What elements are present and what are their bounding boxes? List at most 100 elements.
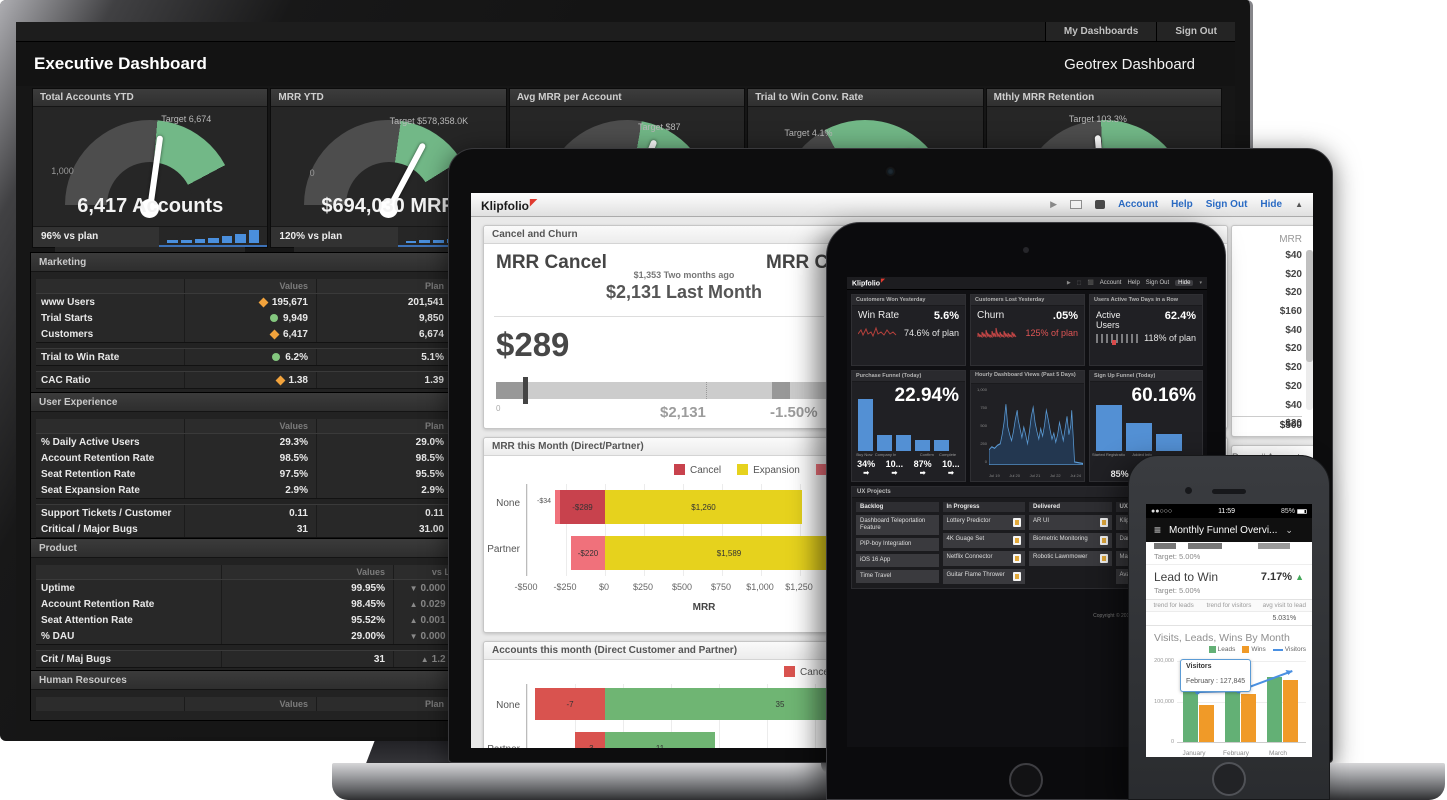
mrr-value: $40 [1285, 324, 1302, 336]
chevron-down-icon[interactable]: ⌄ [1285, 524, 1293, 535]
bullet-target-line [706, 382, 707, 399]
kanban-card[interactable]: Netflix Connector [942, 551, 1025, 566]
card-badge-icon [1013, 518, 1021, 527]
col-trend-leads: trend for leads [1153, 602, 1194, 609]
kanban-card[interactable]: AR UI [1029, 515, 1112, 530]
kanban-card[interactable]: 4K Guage Set [942, 533, 1025, 548]
hamburger-icon[interactable]: ≡ [1154, 523, 1162, 537]
legend-wins: Wins [1242, 646, 1266, 653]
phone-camera [1185, 487, 1192, 494]
presentation-icon[interactable]: ⬚ [1076, 280, 1082, 286]
triangle-up-icon: ▲ [1295, 572, 1304, 582]
chart-title: Visits, Leads, Wins By Month [1154, 632, 1290, 644]
phone-status-bar: ●●○○○ 11:59 85% [1146, 504, 1312, 518]
caret-up-icon[interactable]: ▲ [1295, 200, 1303, 209]
row-value: 31 [184, 521, 316, 537]
hide-button[interactable]: Hide [1175, 280, 1194, 286]
help-link[interactable]: Help [1171, 199, 1193, 210]
play-icon[interactable]: ▶ [1050, 199, 1058, 209]
clipped-row [1154, 543, 1304, 549]
account-link[interactable]: Account [1099, 280, 1122, 286]
kanban-card[interactable]: Biometric Monitoring [1029, 533, 1112, 548]
col-values: Values [184, 419, 316, 433]
row-label: Account Retention Rate [41, 598, 155, 610]
sign-out-menu[interactable]: Sign Out [1156, 22, 1235, 41]
kanban-card[interactable]: Guitar Flame Thrower [942, 569, 1025, 584]
kanban-card[interactable]: Dashboard Teleportation Feature [856, 515, 939, 535]
klip-hourly-dashboard-views: Hourly Dashboard Views (Past 5 Days) 1,0… [970, 370, 1085, 482]
vs-plan-label: 96% vs plan [33, 227, 160, 247]
chart-legend: Leads Wins Visitors [1146, 646, 1312, 653]
gauge-value: $694,030 MRR [321, 195, 456, 217]
category-label: None [496, 498, 520, 509]
x-tick: $1,250 [785, 582, 813, 592]
window-icon[interactable]: ⬛ [1087, 280, 1094, 286]
row-label: CAC Ratio [41, 374, 91, 386]
row-value: 2.9% [184, 482, 316, 498]
x-tick: $750 [710, 582, 732, 592]
row-plan: 6,674 [316, 326, 452, 342]
row-value: 195,671 [184, 294, 316, 310]
row-value: 97.5% [184, 466, 316, 482]
column-header: In Progress [942, 502, 1025, 512]
kanban-card[interactable]: PIP-boy Integration [856, 538, 939, 551]
hide-link[interactable]: Hide [1260, 199, 1283, 210]
area-chart [989, 404, 1083, 465]
gauge-pivot [140, 199, 160, 218]
plan-label: 125% of plan [1025, 328, 1078, 338]
sign-out-link[interactable]: Sign Out [1205, 199, 1248, 210]
row-value: 9,949 [184, 310, 316, 326]
play-icon[interactable]: ▶ [1066, 280, 1071, 286]
last-month-value: $2,131 Last Month [605, 282, 763, 302]
table-group: CAC Ratio 1.38 1.39 [36, 371, 452, 389]
klip-title: Customers Lost Yesterday [971, 295, 1084, 306]
circle-status-icon [272, 353, 281, 361]
presentation-icon[interactable] [1070, 200, 1083, 209]
funnel-bars [858, 399, 949, 451]
bar-chart: 200,000 100,000 0 [1150, 655, 1308, 757]
caret-down-icon[interactable]: ▾ [1199, 280, 1202, 286]
bar-group-january [1183, 691, 1214, 742]
table-row: Trial Starts 9,949 9,850 [36, 310, 452, 326]
my-dashboards-menu[interactable]: My Dashboards [1044, 22, 1157, 41]
row-label: % Daily Active Users [41, 436, 140, 448]
row-label: Trial to Win Rate [41, 351, 120, 363]
kanban-card[interactable]: Time Travel [856, 570, 939, 583]
metric-label: Lead to Win [1154, 570, 1219, 584]
row-plan: 29.0% [316, 434, 452, 450]
clock: 11:59 [1218, 507, 1236, 515]
col-values: Values [184, 279, 316, 293]
chart-legend: Cancel [784, 666, 831, 678]
scrollbar-track[interactable] [1306, 250, 1313, 410]
row-plan: 5.1% [316, 349, 452, 365]
kanban-card[interactable]: Robotic Lawnmower [1029, 551, 1112, 566]
help-link[interactable]: Help [1127, 280, 1140, 286]
mrr-value: $20 [1285, 287, 1302, 299]
tooltip-title: Visitors [1186, 663, 1212, 670]
sign-out-link[interactable]: Sign Out [1145, 280, 1170, 286]
row-plan: 98.5% [316, 450, 452, 466]
metric-label: Churn [977, 310, 1005, 321]
kanban-card[interactable]: Lottery Predictor [942, 515, 1025, 530]
panel-mrr-table: MRR $40 $20 $20 $160 $40 $20 $20 $20 $40… [1231, 225, 1313, 437]
divider [494, 316, 824, 317]
table-group: % Daily Active Users 29.3% 29.0% Account R… [36, 433, 452, 499]
metric-label: Active Users [1096, 310, 1121, 330]
card-badge-icon [1013, 572, 1021, 581]
target-label: Target: 5.00% [1146, 549, 1312, 565]
gauge-value: 6,417 Accounts [77, 195, 224, 217]
kanban-card[interactable]: iOS 16 App [856, 554, 939, 567]
vs-plan-label: 120% vs plan [271, 227, 398, 247]
bullet-marker [523, 377, 528, 404]
mrr-value: $40 [1285, 399, 1302, 411]
funnel-steps: 34% ➡ 10... ➡ 87% ➡ 10... ➡ [852, 459, 965, 479]
nav-title[interactable]: Monthly Funnel Overvi... [1169, 524, 1278, 536]
account-link[interactable]: Account [1118, 199, 1159, 210]
y-tick: 0 [1170, 739, 1174, 745]
y-tick: 100,000 [1154, 699, 1174, 705]
row-vsly: ▲ 0.001 X [393, 612, 463, 628]
window-icon[interactable] [1095, 200, 1106, 209]
scrollbar-thumb[interactable] [1306, 250, 1313, 362]
mrr-value: $20 [1285, 268, 1302, 280]
funnel-bar-labels: Started Registration Added Info [1092, 452, 1152, 457]
